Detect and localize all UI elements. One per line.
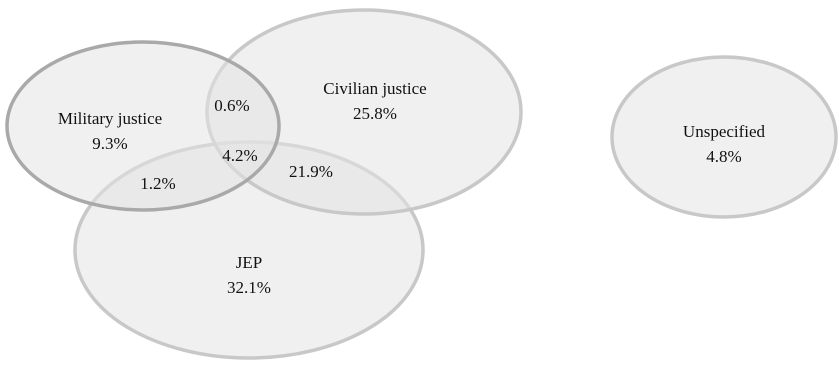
unspecified-ellipse (610, 55, 838, 219)
civilian-justice-value: 25.8% (353, 104, 397, 123)
military-justice-ellipse (5, 40, 281, 212)
military-justice-value: 9.3% (92, 134, 127, 153)
military-justice-label: Military justice (58, 109, 162, 128)
jep-label: JEP (236, 253, 262, 272)
overlap-military-jep-value: 1.2% (140, 174, 175, 193)
jep-value: 32.1% (227, 278, 271, 297)
overlap-all-three-value: 4.2% (222, 146, 257, 165)
overlap-civilian-jep-value: 21.9% (289, 162, 333, 181)
unspecified-label: Unspecified (683, 122, 766, 141)
unspecified-value: 4.8% (706, 147, 741, 166)
civilian-justice-label: Civilian justice (323, 79, 426, 98)
overlap-military-civilian-value: 0.6% (214, 96, 249, 115)
